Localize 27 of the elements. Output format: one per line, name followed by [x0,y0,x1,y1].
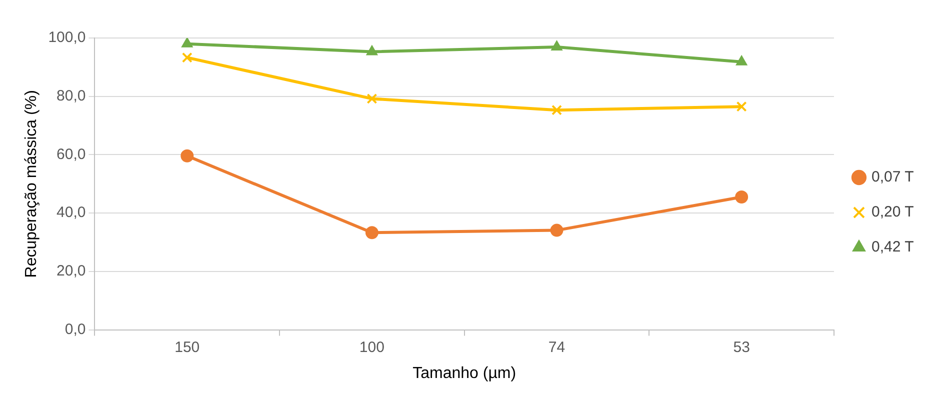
x-axis-title: Tamanho (µm) [412,364,516,382]
y-tick-label: 0,0 [64,320,86,338]
point [366,93,378,104]
point [735,190,748,204]
point [182,52,192,63]
y-tick-label: 60,0 [56,146,86,163]
point [365,226,378,240]
legend-label: 0,20 T [871,204,914,221]
x-tick-label: 100 [359,338,384,356]
point [180,149,194,162]
point [736,101,747,112]
point [366,45,378,56]
x-tick-label: 150 [174,338,200,356]
point [551,40,562,51]
legend-label: 0,07 T [871,168,914,186]
point [736,55,748,66]
y-tick-label: 80,0 [56,88,86,104]
y-tick-label: 100,0 [48,29,86,46]
point [550,224,564,237]
x-tick-label: 53 [733,338,750,356]
y-tick-label: 40,0 [56,204,86,222]
point [552,104,562,116]
y-tick-label: 20,0 [56,262,86,280]
point [181,38,193,48]
x-tick-label: 74 [548,338,566,356]
y-axis-title: Recuperação mássica (%) [23,90,40,278]
legend-label: 0,42 T [871,238,914,256]
